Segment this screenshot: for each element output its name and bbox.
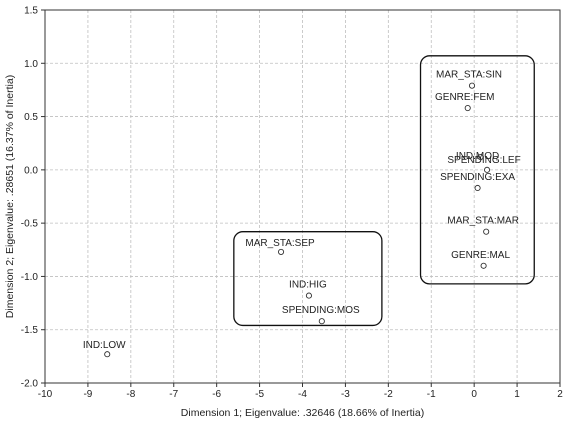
point-label-ind-mod: IND:MOD xyxy=(456,151,499,162)
y-tick-label: 0.5 xyxy=(24,112,38,123)
x-axis-ticks: -10 -9 -8 -7 -6 -5 -4 -3 -2 -1 0 1 2 xyxy=(38,383,563,400)
point-label-spending-mos: SPENDING:MOS xyxy=(282,305,360,316)
point-label-genre-fem: GENRE:FEM xyxy=(435,92,494,103)
x-tick-label: -9 xyxy=(83,389,92,400)
point-label-mar-sta-sep: MAR_STA:SEP xyxy=(245,238,315,249)
point-mar-sta-sep xyxy=(277,248,285,255)
point-label-spending-lef: SPENDING:LEF xyxy=(447,155,520,166)
point-genre-fem xyxy=(464,104,471,112)
point-ind-mod xyxy=(477,154,484,161)
point-ind-low xyxy=(104,351,111,358)
y-axis-ticks: -2.0 -1.5 -1.0 -0.5 0.0 0.5 1.0 1.5 xyxy=(21,6,45,390)
point-label-spending-exa: SPENDING:EXA xyxy=(440,172,515,183)
x-tick-label: -6 xyxy=(212,389,221,400)
point-spending-lef xyxy=(483,166,491,173)
point-genre-mal xyxy=(480,262,487,269)
x-tick-label: -4 xyxy=(298,389,307,400)
point-label-mar-sta-sin: MAR_STA:SIN xyxy=(436,70,502,81)
y-tick-label: -1.5 xyxy=(21,325,39,336)
x-tick-label: -7 xyxy=(169,389,178,400)
x-tick-label: -2 xyxy=(384,389,393,400)
group-box-1 xyxy=(419,55,535,285)
group-boxes xyxy=(233,55,535,327)
x-tick-label: -3 xyxy=(341,389,350,400)
x-tick-label: 0 xyxy=(471,389,477,400)
point-ind-hig xyxy=(305,292,312,299)
x-tick-label: 2 xyxy=(557,389,563,400)
point-spending-exa xyxy=(474,184,481,192)
point-label-ind-hig: IND:HIG xyxy=(289,280,327,291)
point-spending-mos xyxy=(318,318,325,325)
x-tick-label: -1 xyxy=(427,389,436,400)
point-label-genre-mal: GENRE:MAL xyxy=(451,250,510,261)
y-tick-label: -0.5 xyxy=(21,219,39,230)
x-tick-label: 1 xyxy=(514,389,520,400)
point-label-mar-sta-mar: MAR_STA:MAR xyxy=(447,216,519,227)
group-box-2 xyxy=(233,231,383,327)
grid-lines xyxy=(45,10,560,383)
x-axis-label: Dimension 1; Eigenvalue: .32646 (18.66% … xyxy=(181,407,424,419)
y-tick-label: 1.0 xyxy=(24,59,38,70)
x-tick-label: -10 xyxy=(38,389,53,400)
y-axis-label: Dimension 2; Eigenvalue: .28651 (16.37% … xyxy=(4,75,16,318)
x-tick-label: -5 xyxy=(255,389,264,400)
y-tick-label: 1.5 xyxy=(24,6,38,17)
point-mar-sta-sin xyxy=(468,82,476,89)
y-tick-label: 0.0 xyxy=(24,165,38,176)
point-mar-sta-mar xyxy=(483,228,490,235)
y-tick-label: -1.0 xyxy=(21,272,39,283)
x-tick-label: -8 xyxy=(126,389,135,400)
point-label-ind-low: IND:LOW xyxy=(83,340,126,351)
y-tick-label: -2.0 xyxy=(21,379,39,390)
